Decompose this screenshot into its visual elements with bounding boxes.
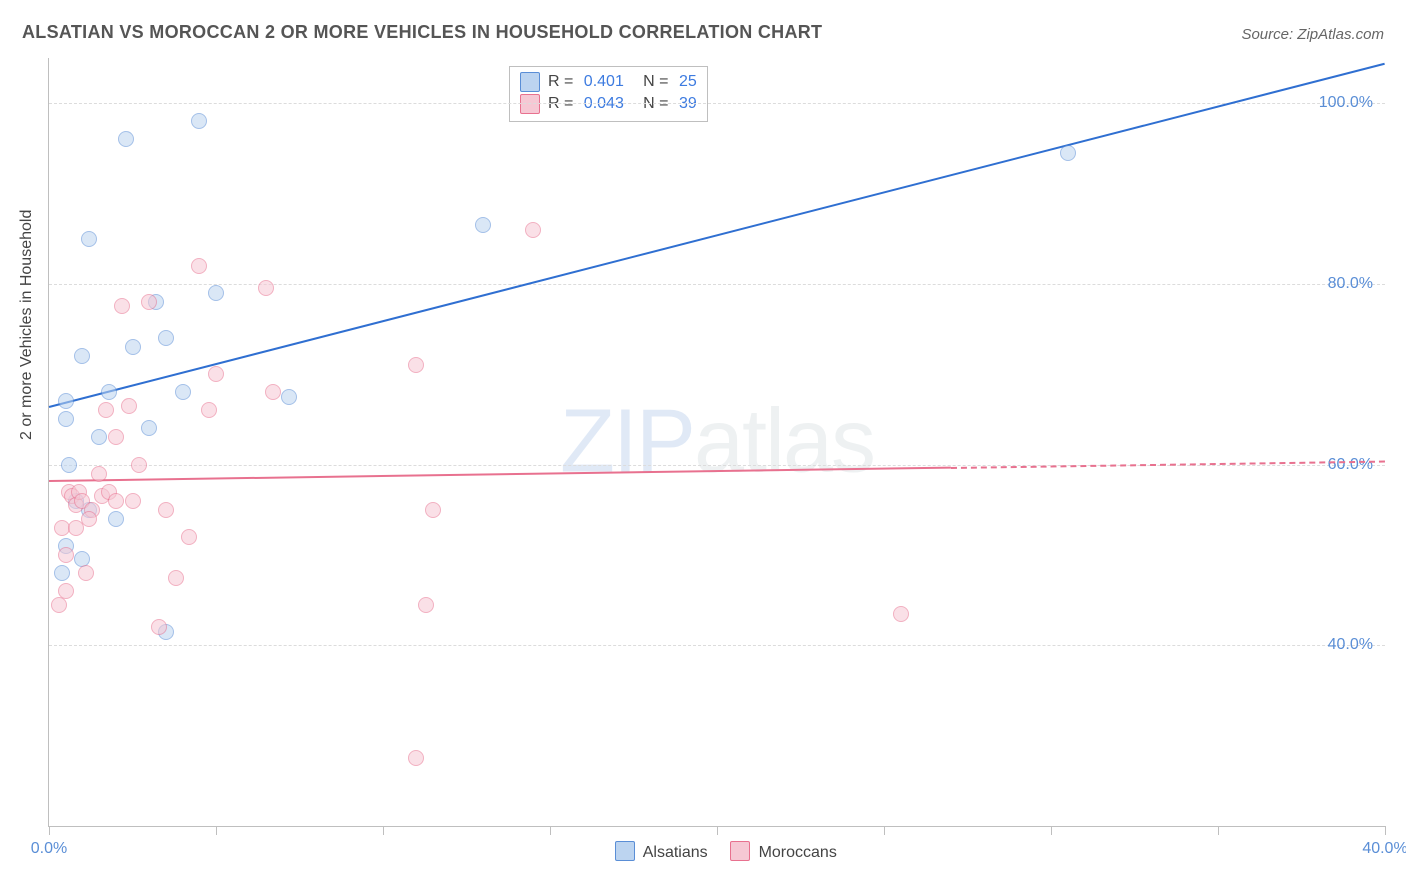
data-point [158, 502, 174, 518]
data-point [108, 429, 124, 445]
legend-label-alsatians: Alsatians [643, 844, 708, 861]
chart-title: ALSATIAN VS MOROCCAN 2 OR MORE VEHICLES … [22, 22, 822, 43]
data-point [125, 339, 141, 355]
data-point [81, 511, 97, 527]
data-point [1060, 145, 1076, 161]
watermark: ZIPatlas [560, 391, 874, 494]
data-point [121, 398, 137, 414]
gridline [49, 284, 1385, 285]
legend-row-alsatians: R = 0.401 N = 25 [520, 71, 697, 93]
x-tick-label: 0.0% [31, 840, 67, 858]
x-tick [383, 826, 384, 835]
regression-line [49, 467, 951, 482]
data-point [108, 493, 124, 509]
data-point [58, 583, 74, 599]
data-point [98, 402, 114, 418]
watermark-right: atlas [694, 392, 874, 492]
data-point [258, 280, 274, 296]
data-point [408, 750, 424, 766]
data-point [101, 384, 117, 400]
y-axis-title: 2 or more Vehicles in Household [18, 210, 36, 440]
watermark-left: ZIP [560, 392, 694, 492]
data-point [78, 565, 94, 581]
series-legend: Alsatians Moroccans [49, 841, 1385, 862]
data-point [151, 619, 167, 635]
legend-swatch-moroccans-bottom [730, 841, 750, 861]
data-point [265, 384, 281, 400]
data-point [141, 420, 157, 436]
data-point [91, 429, 107, 445]
x-tick [216, 826, 217, 835]
data-point [74, 348, 90, 364]
x-tick [1218, 826, 1219, 835]
gridline [49, 103, 1385, 104]
data-point [191, 258, 207, 274]
y-tick-label: 40.0% [1328, 636, 1373, 654]
data-point [175, 384, 191, 400]
data-point [54, 565, 70, 581]
x-tick [1385, 826, 1386, 835]
data-point [58, 393, 74, 409]
x-tick [717, 826, 718, 835]
data-point [58, 547, 74, 563]
legend-r-label: R = [548, 73, 578, 91]
regression-line [49, 63, 1385, 408]
data-point [91, 466, 107, 482]
y-tick-label: 100.0% [1319, 94, 1373, 112]
data-point [475, 217, 491, 233]
data-point [208, 366, 224, 382]
data-point [191, 113, 207, 129]
data-point [181, 529, 197, 545]
data-point [281, 389, 297, 405]
y-tick-label: 80.0% [1328, 275, 1373, 293]
data-point [158, 330, 174, 346]
source-attribution: Source: ZipAtlas.com [1241, 26, 1384, 43]
data-point [425, 502, 441, 518]
data-point [141, 294, 157, 310]
legend-r-value-alsatians: 0.401 [584, 73, 624, 91]
data-point [58, 411, 74, 427]
data-point [114, 298, 130, 314]
data-point [108, 511, 124, 527]
y-tick-label: 60.0% [1328, 456, 1373, 474]
x-tick-label: 40.0% [1362, 840, 1406, 858]
legend-n-value-alsatians: 25 [679, 73, 697, 91]
data-point [201, 402, 217, 418]
data-point [408, 357, 424, 373]
data-point [418, 597, 434, 613]
legend-swatch-alsatians-bottom [615, 841, 635, 861]
data-point [125, 493, 141, 509]
data-point [61, 457, 77, 473]
legend-n-label: N = [630, 73, 673, 91]
plot-area: ZIPatlas R = 0.401 N = 25 R = 0.043 N = … [48, 58, 1385, 827]
data-point [893, 606, 909, 622]
x-tick [1051, 826, 1052, 835]
data-point [131, 457, 147, 473]
data-point [118, 131, 134, 147]
x-tick [884, 826, 885, 835]
data-point [525, 222, 541, 238]
x-tick [550, 826, 551, 835]
data-point [208, 285, 224, 301]
gridline [49, 645, 1385, 646]
legend-label-moroccans: Moroccans [759, 844, 837, 861]
legend-swatch-alsatians [520, 72, 540, 92]
data-point [168, 570, 184, 586]
correlation-legend: R = 0.401 N = 25 R = 0.043 N = 39 [509, 66, 708, 122]
x-tick [49, 826, 50, 835]
data-point [81, 231, 97, 247]
